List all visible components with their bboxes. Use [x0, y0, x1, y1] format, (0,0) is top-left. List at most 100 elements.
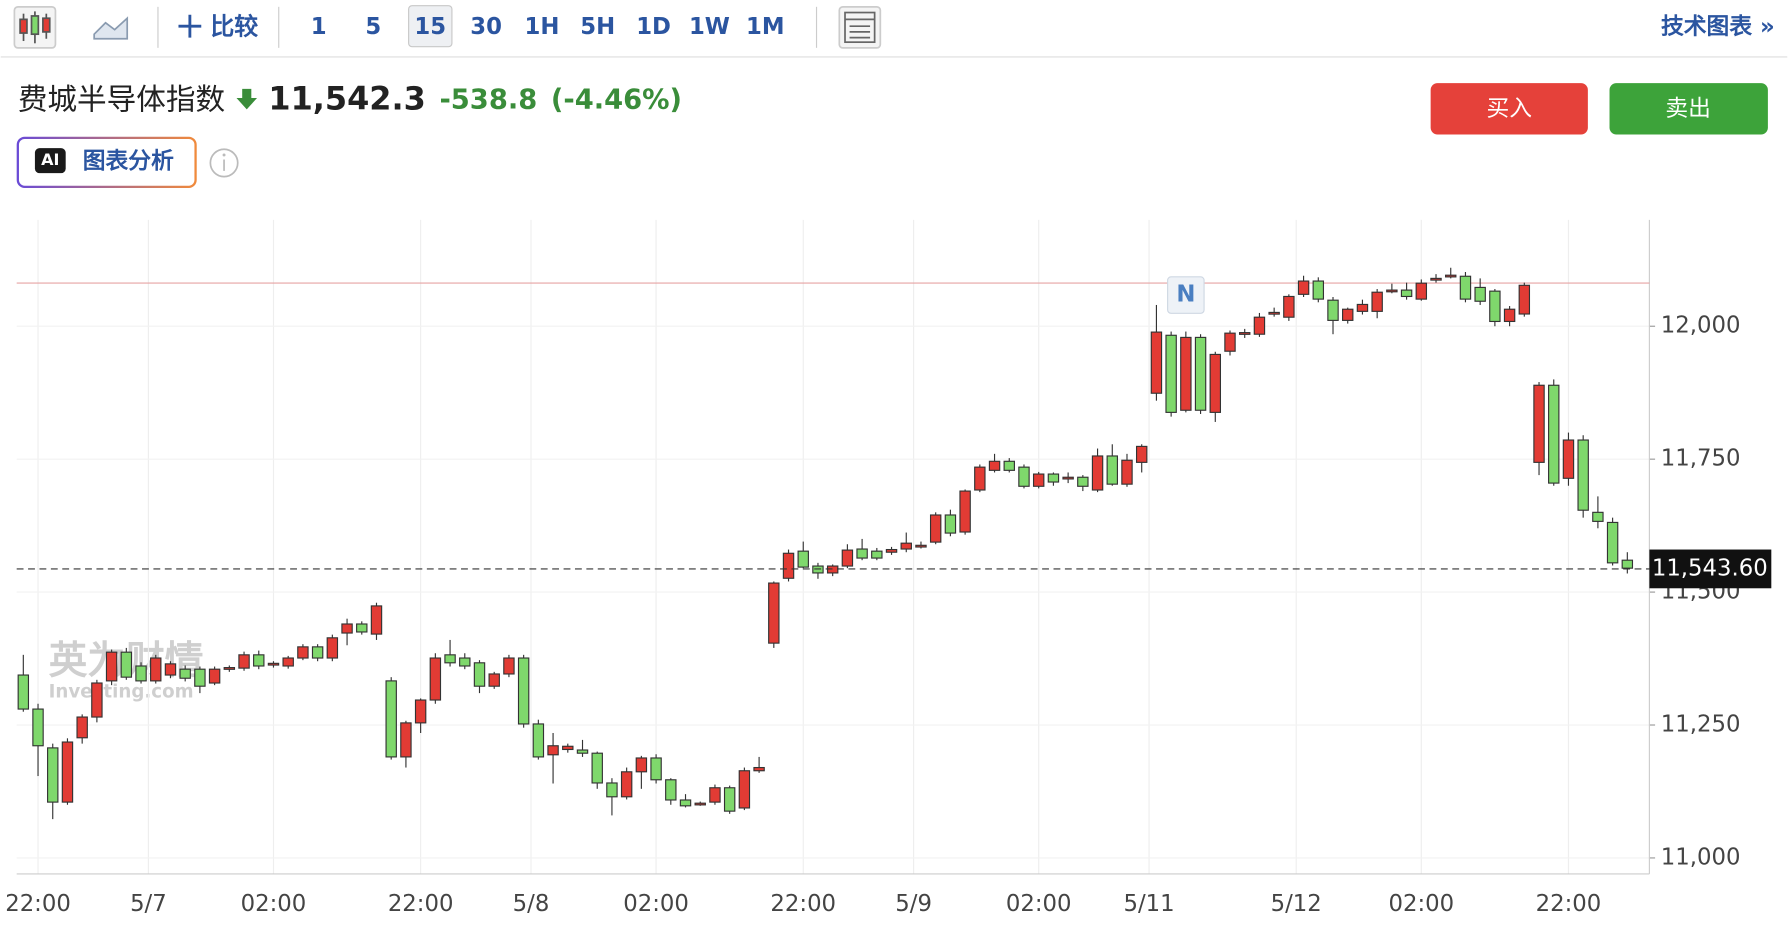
- candle-body: [1268, 311, 1280, 315]
- interval-button[interactable]: 1W: [689, 14, 730, 40]
- buy-button[interactable]: 买入: [1430, 83, 1588, 135]
- candle-body: [1062, 476, 1074, 480]
- candle-body: [1548, 384, 1560, 484]
- candle-body: [723, 787, 736, 812]
- candle-body: [1606, 521, 1619, 564]
- candle-body: [1415, 282, 1428, 300]
- y-tick-label: 12,000: [1661, 313, 1741, 339]
- x-tick-label: 02:00: [1006, 891, 1072, 917]
- candle-body: [47, 747, 59, 803]
- interval-button[interactable]: 1H: [524, 14, 559, 40]
- candle-body: [547, 745, 559, 756]
- candle-body: [194, 668, 206, 687]
- candle-body: [1106, 455, 1118, 485]
- last-price-box: [1649, 549, 1772, 589]
- candle-body: [944, 514, 957, 534]
- candle-body: [105, 651, 118, 682]
- candle-body: [900, 542, 912, 550]
- candle-body: [1518, 284, 1531, 315]
- candle-body: [1135, 445, 1148, 463]
- last-price-label: 11,543.60: [1652, 555, 1768, 581]
- candlestick-chart: 22:00 5/7 02:00 22:00 5/8 02:00 22:00 5/9 02:00 5…: [5, 219, 1772, 917]
- candle-body: [1238, 332, 1251, 335]
- layout-icon[interactable]: [838, 5, 882, 49]
- price-change-pct: (-4.46%): [551, 84, 682, 115]
- interval-button[interactable]: 30: [470, 14, 502, 40]
- quote-line: 费城半导体指数 11,542.3 -538.8 (-4.46%): [18, 79, 682, 117]
- candle-body: [282, 657, 294, 667]
- compare-label: 比较: [210, 12, 258, 40]
- interval-button[interactable]: 5: [365, 14, 381, 40]
- candle-body: [1371, 291, 1383, 312]
- candle-body: [856, 548, 868, 559]
- candle-body: [400, 722, 412, 758]
- ai-label: 图表分析: [83, 148, 174, 174]
- candle-body: [61, 741, 74, 803]
- candle-body: [826, 565, 839, 574]
- candle-body: [1150, 331, 1163, 394]
- candle-body: [738, 770, 751, 809]
- candle-body: [1592, 511, 1604, 522]
- candle-body: [120, 651, 133, 678]
- candle-body: [208, 668, 221, 684]
- candle-body: [91, 682, 103, 718]
- y-tick-label: 11,250: [1661, 712, 1741, 738]
- candle-body: [797, 550, 809, 568]
- interval-button[interactable]: 1M: [746, 14, 785, 40]
- last-price: 11,542.3: [268, 79, 425, 117]
- interval-button[interactable]: 1: [311, 14, 327, 40]
- info-icon[interactable]: [209, 148, 239, 178]
- candle-body: [179, 668, 191, 679]
- candle-body: [812, 565, 824, 574]
- compare-button[interactable]: 比较: [178, 12, 258, 40]
- instrument-name: 费城半导体指数: [18, 82, 225, 116]
- candle-body: [385, 680, 397, 758]
- interval-button[interactable]: 15: [414, 14, 446, 40]
- x-tick-label: 22:00: [5, 891, 71, 917]
- candle-body: [473, 662, 486, 687]
- candle-body: [1165, 334, 1177, 413]
- selected-interval-box: [408, 5, 453, 48]
- candle-body: [356, 623, 368, 633]
- x-tick-label: 5/9: [895, 891, 932, 917]
- candle-body: [1003, 460, 1015, 471]
- line-chart-icon[interactable]: [93, 16, 129, 40]
- candle-body: [32, 708, 44, 747]
- candle-chart-icon[interactable]: [13, 5, 57, 49]
- y-tick-label: 11,750: [1661, 446, 1741, 472]
- candle-body: [1297, 280, 1310, 295]
- ai-analysis-button[interactable]: AI 图表分析: [16, 136, 197, 188]
- candle-body: [841, 549, 854, 567]
- interval-button[interactable]: 1D: [636, 14, 671, 40]
- candle-body: [1253, 316, 1266, 335]
- candle-body: [517, 657, 530, 725]
- candle-body: [1194, 336, 1207, 411]
- x-tick-label: 22:00: [388, 891, 454, 917]
- candle-body: [150, 657, 162, 682]
- candle-body: [1577, 439, 1589, 511]
- x-tick-label: 5/11: [1124, 891, 1175, 917]
- candle-body: [488, 673, 500, 687]
- tech-chart-link[interactable]: 技术图表 »: [1661, 14, 1775, 40]
- sell-button[interactable]: 卖出: [1609, 83, 1768, 135]
- candle-body: [164, 663, 177, 676]
- event-marker[interactable]: N: [1167, 276, 1205, 314]
- toolbar: 比较 1 5 15 30 1H 5H 1D 1W 1M 技术图表 »: [0, 5, 1788, 58]
- candle-body: [1312, 280, 1325, 300]
- candle-body: [562, 745, 574, 751]
- interval-group: 1 5 15 30 1H 5H 1D 1W 1M: [311, 5, 785, 48]
- x-tick-label: 02:00: [1389, 891, 1455, 917]
- candle-body: [974, 466, 986, 491]
- candle-body: [1032, 473, 1045, 487]
- x-tick-label: 22:00: [1536, 891, 1602, 917]
- candle-body: [1562, 439, 1575, 479]
- candle-body: [135, 665, 147, 682]
- candle-body: [1209, 353, 1222, 413]
- x-tick-label: 5/12: [1271, 891, 1322, 917]
- event-marker-label: N: [1176, 282, 1195, 308]
- candle-body: [694, 802, 706, 806]
- interval-button[interactable]: 5H: [580, 14, 615, 40]
- candle-body: [1533, 384, 1545, 463]
- candle-body: [1342, 308, 1354, 321]
